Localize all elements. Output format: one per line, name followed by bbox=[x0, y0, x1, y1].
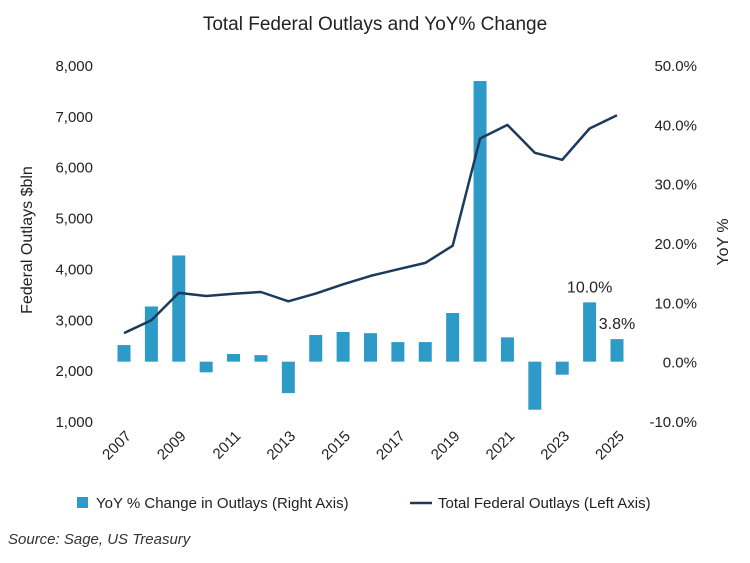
bar-2015 bbox=[336, 332, 350, 362]
y-right-tick-label: 30.0% bbox=[654, 177, 697, 194]
y-right-tick-label: 0.0% bbox=[663, 355, 697, 372]
y-left-tick-label: 7,000 bbox=[55, 109, 93, 126]
bar-2018 bbox=[418, 342, 432, 362]
bar-2020 bbox=[473, 81, 487, 362]
bar-2023 bbox=[555, 361, 569, 375]
source-note: Source: Sage, US Treasury bbox=[8, 531, 191, 548]
y-right-tick-label: 50.0% bbox=[654, 58, 697, 75]
y-axis-left-label: Federal Outlays $bln bbox=[19, 166, 36, 314]
bar-2011 bbox=[227, 353, 241, 362]
bars-layer bbox=[117, 81, 624, 410]
right-axis: -10.0% 0.0% 10.0% 20.0% 30.0% 40.0% 50.0% bbox=[649, 58, 697, 431]
y-right-tick-label: 20.0% bbox=[654, 236, 697, 253]
y-left-tick-label: 4,000 bbox=[55, 261, 93, 278]
bar-2009 bbox=[172, 255, 186, 362]
bar-2013 bbox=[281, 361, 295, 394]
legend: YoY % Change in Outlays (Right Axis) Tot… bbox=[77, 495, 651, 512]
x-tick-label: 2023 bbox=[537, 428, 573, 464]
legend-bar-swatch bbox=[77, 497, 88, 508]
line-layer bbox=[123, 114, 618, 335]
outlays-line bbox=[123, 114, 618, 335]
x-tick-label: 2009 bbox=[154, 428, 190, 464]
y-left-tick-label: 8,000 bbox=[55, 58, 93, 75]
bar-2019 bbox=[446, 313, 460, 362]
y-right-tick-label: 40.0% bbox=[654, 117, 697, 134]
y-left-tick-label: 3,000 bbox=[55, 312, 93, 329]
x-tick-label: 2015 bbox=[318, 428, 354, 464]
bar-2008 bbox=[144, 306, 158, 362]
data-label-2024: 10.0% bbox=[567, 279, 612, 296]
bar-2024 bbox=[583, 302, 597, 362]
x-tick-label: 2017 bbox=[373, 428, 409, 464]
x-tick-label: 2019 bbox=[428, 428, 464, 464]
bar-2007 bbox=[117, 345, 131, 362]
x-tick-label: 2011 bbox=[210, 428, 245, 463]
chart-title: Total Federal Outlays and YoY% Change bbox=[203, 14, 547, 35]
bar-2021 bbox=[500, 337, 514, 362]
x-tick-label: 2007 bbox=[99, 428, 135, 464]
y-left-tick-label: 1,000 bbox=[55, 414, 93, 431]
y-left-tick-label: 6,000 bbox=[55, 160, 93, 177]
y-left-tick-label: 5,000 bbox=[55, 211, 93, 228]
y-axis-right-label: YoY % bbox=[715, 218, 732, 265]
bar-2017 bbox=[391, 342, 405, 362]
x-axis: 2007 2009 2011 2013 2015 2017 2019 2021 2023 2025 bbox=[99, 428, 628, 464]
legend-line-label: Total Federal Outlays (Left Axis) bbox=[438, 495, 651, 512]
x-tick-label: 2025 bbox=[592, 428, 628, 464]
y-right-tick-label: 10.0% bbox=[654, 295, 697, 312]
bar-2016 bbox=[364, 333, 377, 362]
annotations-layer: 10.0% 3.8% bbox=[567, 279, 635, 333]
data-label-2025: 3.8% bbox=[599, 316, 635, 333]
bar-2025 bbox=[610, 339, 624, 362]
bar-2012 bbox=[254, 355, 268, 362]
legend-bar-label: YoY % Change in Outlays (Right Axis) bbox=[96, 495, 349, 512]
y-right-tick-label: -10.0% bbox=[649, 414, 697, 431]
bar-2022 bbox=[528, 361, 542, 410]
left-axis: 1,000 2,000 3,000 4,000 5,000 6,000 7,000 8,000 bbox=[55, 58, 93, 431]
bar-2014 bbox=[309, 334, 323, 362]
bar-2010 bbox=[199, 361, 213, 373]
x-tick-label: 2013 bbox=[264, 428, 300, 464]
y-left-tick-label: 2,000 bbox=[55, 363, 93, 380]
x-tick-label: 2021 bbox=[483, 428, 519, 464]
